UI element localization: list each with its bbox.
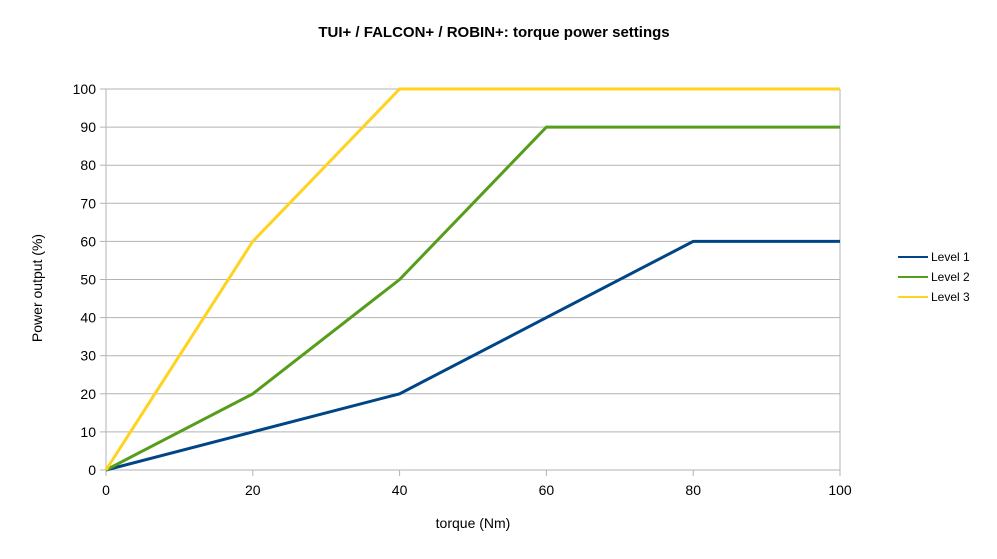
x-axis-label: torque (Nm) [436, 515, 511, 531]
y-tick-label: 50 [80, 272, 96, 288]
y-tick-label: 40 [80, 310, 96, 326]
legend-label-1: Level 1 [931, 250, 970, 264]
series-line-3 [104, 87, 840, 471]
x-tick-label: 0 [102, 482, 110, 498]
legend-label-3: Level 3 [931, 290, 970, 304]
x-tick-label: 100 [828, 482, 852, 498]
x-tick-label: 80 [685, 482, 701, 498]
tick-labels: 0 10 20 30 40 50 60 70 80 90 100 0 20 40 60 80 100 [73, 81, 852, 498]
y-tick-label: 90 [80, 119, 96, 135]
series-lines [104, 87, 840, 472]
y-tick-label: 80 [80, 157, 96, 173]
y-axis-label: Power output (%) [29, 234, 45, 342]
y-tick-label: 0 [88, 462, 96, 478]
x-tick-label: 20 [245, 482, 261, 498]
legend: Level 1 Level 2 Level 3 [898, 250, 970, 304]
axes [100, 88, 841, 476]
series-line-2 [105, 125, 840, 472]
y-tick-label: 10 [80, 424, 96, 440]
gridlines [106, 88, 840, 433]
y-tick-label: 20 [80, 386, 96, 402]
y-tick-label: 30 [80, 348, 96, 364]
legend-label-2: Level 2 [931, 270, 970, 284]
x-tick-label: 40 [392, 482, 408, 498]
y-tick-label: 70 [80, 195, 96, 211]
chart-title: TUI+ / FALCON+ / ROBIN+: torque power se… [318, 24, 669, 41]
y-tick-label: 100 [73, 81, 97, 97]
series-line-1 [105, 239, 840, 472]
x-tick-label: 60 [539, 482, 555, 498]
y-tick-label: 60 [80, 233, 96, 249]
